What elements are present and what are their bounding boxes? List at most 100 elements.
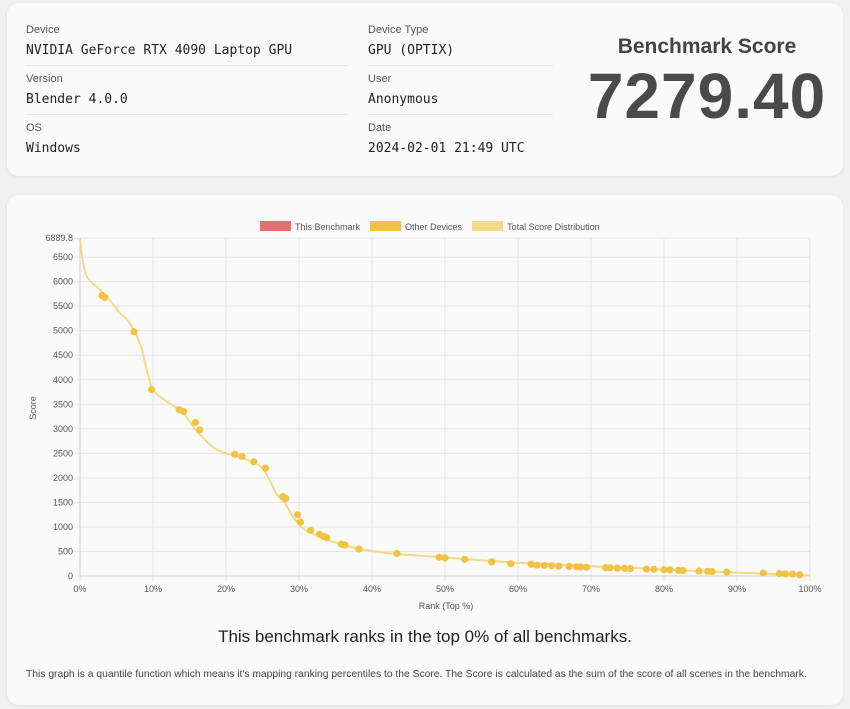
y-tick-label: 1000 — [53, 522, 73, 532]
other-device-point — [660, 566, 668, 574]
other-device-point — [180, 408, 188, 416]
os-value: Windows — [26, 141, 81, 156]
x-tick-label: 40% — [363, 584, 381, 594]
date-value: 2024-02-01 21:49 UTC — [368, 141, 525, 156]
x-tick-label: 10% — [144, 584, 162, 594]
user-field: User Anonymous — [368, 73, 688, 107]
legend-label: Total Score Distribution — [507, 222, 600, 232]
y-tick-label: 4000 — [53, 375, 73, 385]
device-field: Device NVIDIA GeForce RTX 4090 Laptop GP… — [26, 24, 346, 58]
divider — [368, 114, 553, 115]
other-device-point — [626, 565, 635, 573]
other-device-point — [533, 561, 541, 569]
other-device-point — [323, 534, 331, 542]
other-device-point — [650, 565, 658, 573]
y-tick-label: 0 — [68, 571, 73, 581]
y-tick-label: 5000 — [53, 326, 73, 336]
other-device-point — [775, 569, 783, 578]
legend-swatch — [260, 221, 291, 231]
y-tick-label: 3000 — [53, 424, 73, 434]
other-device-point — [461, 555, 469, 563]
y-max-tick-label: 6889.8 — [45, 233, 73, 243]
user-label: User — [368, 73, 392, 85]
divider — [26, 65, 348, 66]
other-device-point — [642, 565, 651, 573]
x-tick-label: 90% — [728, 584, 746, 594]
x-tick-label: 70% — [582, 584, 600, 594]
other-device-point — [435, 553, 443, 561]
y-tick-label: 5500 — [53, 301, 73, 311]
other-device-point — [781, 570, 789, 578]
other-device-point — [282, 494, 290, 503]
y-tick-label: 6500 — [53, 252, 73, 262]
legend-swatch — [472, 221, 504, 231]
other-device-point — [666, 566, 674, 574]
other-device-point — [341, 541, 349, 549]
x-tick-label: 0% — [73, 584, 86, 594]
other-device-point — [355, 545, 363, 553]
chart-legend: This Benchmark Other Devices Total Score D… — [260, 221, 600, 232]
device-value: NVIDIA GeForce RTX 4090 Laptop GPU — [26, 43, 293, 58]
other-device-point — [788, 570, 797, 578]
other-device-point — [238, 452, 246, 460]
distribution-line — [79, 237, 811, 577]
other-device-point — [606, 564, 614, 572]
divider — [26, 114, 348, 115]
chart-axes: 0% 10% 20% 30% 40% 50% 60% 70% 80% 90% 100% 0 500 100… — [45, 233, 821, 594]
date-label: Date — [368, 122, 392, 134]
rank-summary-text: This benchmark ranks in the top 0% of al… — [218, 627, 632, 646]
other-device-point — [441, 554, 449, 562]
other-device-point — [261, 464, 270, 472]
benchmark-score-value: 7279.40 — [587, 60, 827, 132]
legend-label: This Benchmark — [295, 222, 361, 232]
y-tick-label: 500 — [58, 546, 73, 556]
other-device-point — [101, 293, 109, 301]
other-device-point — [231, 450, 239, 458]
other-device-point — [565, 562, 573, 571]
other-device-point — [540, 561, 548, 570]
other-device-point — [147, 385, 156, 394]
x-tick-label: 30% — [290, 584, 308, 594]
y-tick-label: 4500 — [53, 350, 73, 360]
other-device-point — [679, 567, 687, 575]
other-device-point — [527, 560, 535, 568]
other-device-point — [577, 563, 585, 571]
x-tick-label: 60% — [509, 584, 527, 594]
chart-card: This Benchmark Other Devices Total Score D… — [7, 195, 843, 705]
other-device-point — [583, 563, 591, 571]
other-device-point — [708, 567, 716, 576]
x-tick-label: 80% — [655, 584, 673, 594]
benchmark-info-card: Device NVIDIA GeForce RTX 4090 Laptop GP… — [7, 3, 843, 176]
x-tick-label: 100% — [798, 584, 821, 594]
other-device-point — [613, 564, 621, 572]
os-field: OS Windows — [26, 122, 346, 156]
device-type-value: GPU (OPTIX) — [368, 43, 455, 58]
other-device-point — [620, 564, 629, 572]
y-axis-label: Score — [28, 396, 38, 420]
chart-series — [79, 237, 811, 579]
y-tick-label: 2000 — [53, 473, 73, 483]
other-device-point — [307, 526, 315, 534]
other-device-point — [796, 571, 804, 579]
device-type-label: Device Type — [368, 24, 429, 36]
device-label: Device — [26, 24, 60, 36]
other-device-point — [191, 418, 199, 427]
os-label: OS — [26, 122, 42, 134]
other-device-point — [507, 560, 515, 568]
x-axis-label: Rank (Top %) — [419, 601, 474, 611]
version-field: Version Blender 4.0.0 — [26, 73, 346, 107]
other-device-point — [196, 426, 204, 434]
other-device-point — [393, 549, 401, 558]
other-device-point — [547, 562, 556, 570]
legend-swatch — [370, 221, 402, 231]
legend-label: Other Devices — [405, 222, 463, 232]
other-device-point — [555, 562, 563, 570]
user-value: Anonymous — [368, 92, 439, 107]
other-device-point — [723, 568, 731, 576]
y-tick-label: 1500 — [53, 497, 73, 507]
version-value: Blender 4.0.0 — [26, 92, 128, 107]
y-tick-label: 6000 — [53, 277, 73, 287]
y-tick-label: 2500 — [53, 448, 73, 458]
other-device-point — [488, 558, 496, 566]
chart-description: This graph is a quantile function which … — [26, 669, 807, 680]
